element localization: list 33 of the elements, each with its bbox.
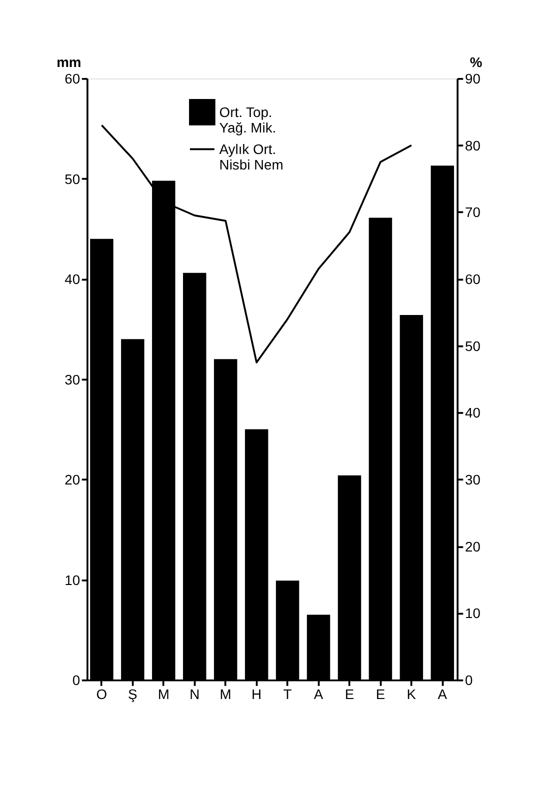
y-tick-label: 40 [64,271,80,288]
y-tick-label: 30 [64,371,80,388]
y2-tick-label: 10 [464,605,481,622]
y2-tick-label: 20 [464,538,481,554]
y2-tick-label: 70 [464,204,481,220]
y-tick-label: 10 [64,572,80,588]
x-tick-label: E [344,686,354,702]
y2-tick-label: 80 [464,137,481,154]
y2-tick-label: 50 [464,338,481,354]
x-tick-label: O [96,686,108,702]
x-tick-label: T [283,686,292,702]
x-tick-label: N [190,686,200,702]
y-tick-label: 0 [72,672,80,688]
y2-tick-label: 30 [464,472,481,488]
y2-tick-label: 0 [464,672,473,688]
y2-axis-title: % [470,54,482,70]
x-tick-label: Ş [128,686,138,702]
y2-tick-label: 40 [464,404,481,421]
x-tick-label: K [406,686,417,702]
y2-tick-label: 90 [464,70,481,87]
y2-tick-label: 60 [464,271,481,288]
x-tick-label: A [438,686,448,702]
legend-label: Aylık Ort. Nisbi Nem [219,140,284,173]
y-tick-label: 50 [64,170,80,187]
x-tick-label: E [376,686,386,702]
x-tick-label: A [314,686,324,702]
y-tick-label: 60 [64,70,80,87]
x-tick-label: H [252,686,262,702]
x-tick-label: M [158,686,170,702]
x-tick-label: M [220,686,232,702]
y-tick-label: 20 [64,472,80,488]
y-axis-title: mm [56,54,82,70]
legend-label: Ort. Top. Yağ. Mik. [219,104,276,136]
